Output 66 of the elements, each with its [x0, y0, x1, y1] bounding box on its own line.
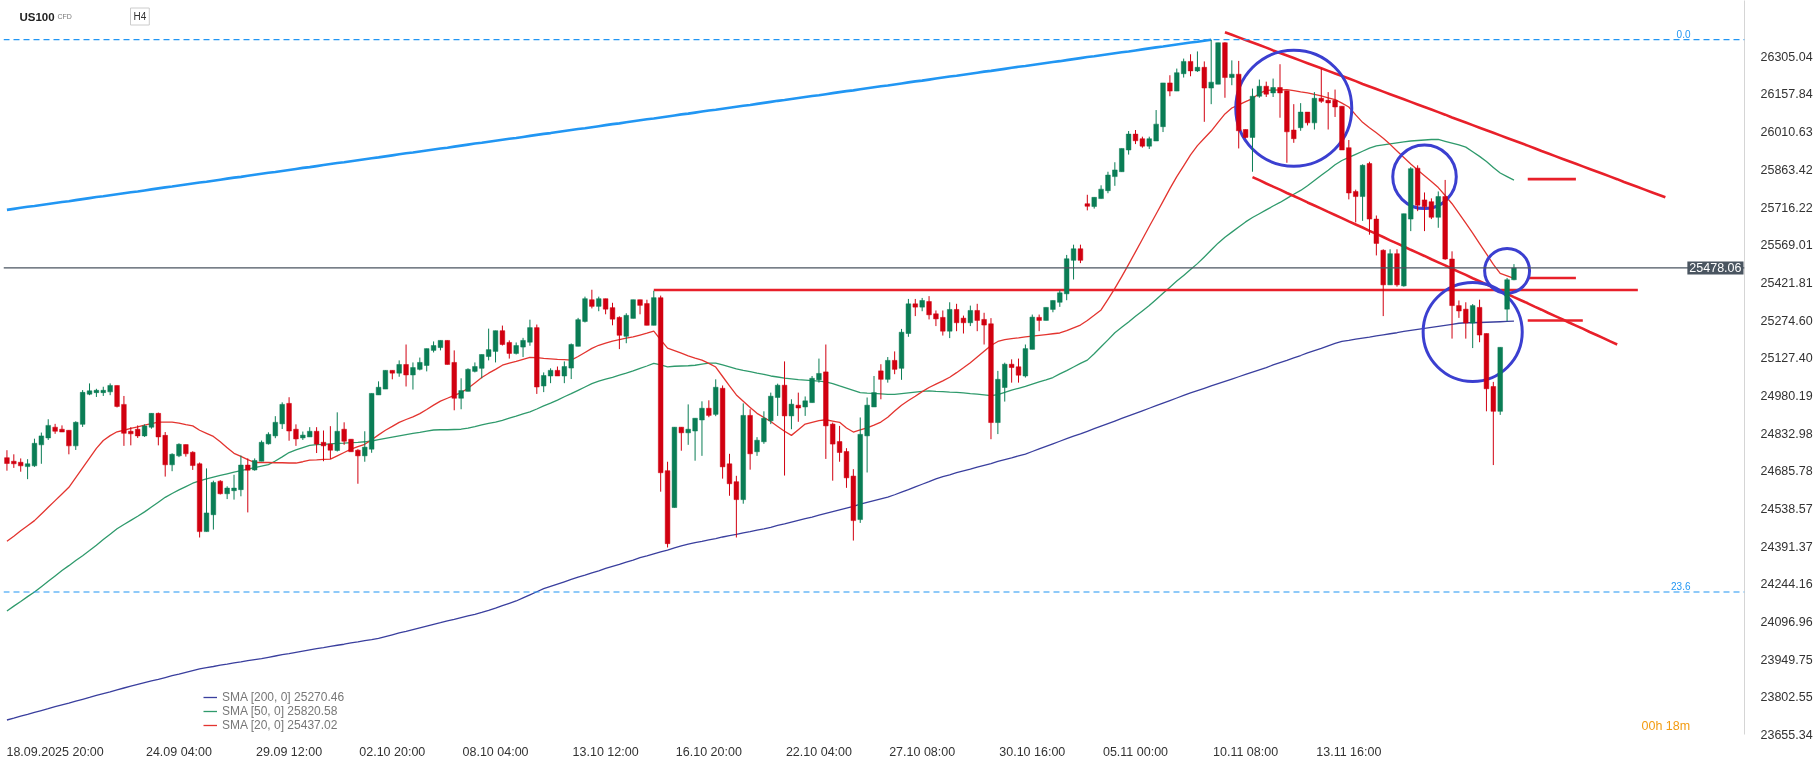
x-tick-label: 16.10 20:00	[675, 744, 742, 759]
candlestick	[678, 426, 684, 452]
y-tick-label: 25569.01	[1760, 238, 1813, 253]
y-tick-label: 24096.96	[1760, 614, 1813, 629]
candlestick	[1270, 78, 1276, 98]
line-series	[6, 138, 1515, 612]
y-tick-label: 24980.19	[1760, 388, 1813, 403]
legend-label: SMA [200, 0] 25270.46	[222, 690, 345, 704]
y-tick-label: 23802.55	[1760, 690, 1813, 705]
x-tick-label: 10.11 08:00	[1213, 744, 1279, 759]
annotation: H4	[133, 11, 147, 22]
candlestick	[334, 411, 340, 452]
x-tick-label: 30.10 16:00	[999, 744, 1066, 759]
x-tick-label: 18.09.2025 20:00	[6, 744, 104, 759]
candlestick	[1435, 190, 1441, 229]
candlestick	[885, 356, 891, 384]
y-tick-label: 25716.22	[1760, 200, 1813, 215]
x-tick-label: 27.10 08:00	[889, 744, 956, 759]
y-tick-label: 24832.98	[1760, 426, 1813, 441]
x-tick-label: 22.10 04:00	[785, 744, 853, 759]
y-tick-label: 23949.75	[1760, 652, 1813, 667]
annotation: 0.0	[1676, 28, 1691, 40]
y-tick-label: 23655.34	[1760, 728, 1813, 742]
y-tick-label: 26157.84	[1760, 87, 1813, 102]
candlestick	[788, 398, 795, 430]
x-tick-label: 13.11 16:00	[1316, 744, 1382, 759]
candlestick	[1187, 53, 1194, 77]
candlestick	[1194, 50, 1201, 73]
ref-line-label: 25478.06	[1689, 261, 1742, 276]
y-tick-label: 24538.57	[1760, 501, 1813, 516]
candlestick	[795, 392, 801, 423]
line-series	[1223, 30, 1667, 199]
x-tick-label: 24.09 04:00	[145, 744, 213, 759]
candlestick	[947, 301, 953, 339]
y-tick-label: 25421.81	[1760, 275, 1813, 290]
y-tick-label: 26305.04	[1760, 49, 1813, 64]
x-tick-label: 08.10 04:00	[462, 744, 529, 759]
candlestick	[403, 344, 409, 387]
annotation: 00h 18m	[1641, 718, 1691, 733]
x-tick-label: 02.10 20:00	[359, 744, 426, 759]
candlestick	[1201, 60, 1207, 123]
candlestick	[878, 363, 884, 400]
candlestick	[1229, 59, 1235, 86]
candlestick	[1077, 244, 1084, 264]
y-tick-label: 25863.42	[1760, 162, 1813, 177]
y-tick-label: 25274.60	[1760, 313, 1813, 328]
y-tick-label: 25127.40	[1760, 351, 1813, 366]
candlestick	[1298, 102, 1304, 132]
y-tick-label: 24244.16	[1760, 577, 1813, 592]
candlestick	[245, 457, 251, 513]
y-tick-label: 24391.37	[1760, 539, 1813, 554]
legend-label: SMA [50, 0] 25820.58	[222, 704, 338, 718]
candlestick	[1470, 303, 1476, 349]
x-tick-label: 05.11 00:00	[1102, 744, 1169, 759]
candlestick	[1256, 79, 1262, 99]
candlestick	[892, 350, 898, 375]
x-tick-label: 13.10 12:00	[572, 744, 639, 759]
x-tick-label: 29.09 12:00	[256, 744, 323, 759]
text: US100	[19, 10, 55, 23]
annotation: 23.6	[1671, 581, 1691, 593]
legend-label: SMA [20, 0] 25437.02	[222, 718, 338, 732]
y-tick-label: 24685.78	[1760, 464, 1813, 479]
candlestick	[589, 289, 595, 309]
y-tick-label: 26010.63	[1760, 125, 1813, 140]
candlestick	[967, 305, 973, 327]
candlestick	[1167, 74, 1173, 97]
